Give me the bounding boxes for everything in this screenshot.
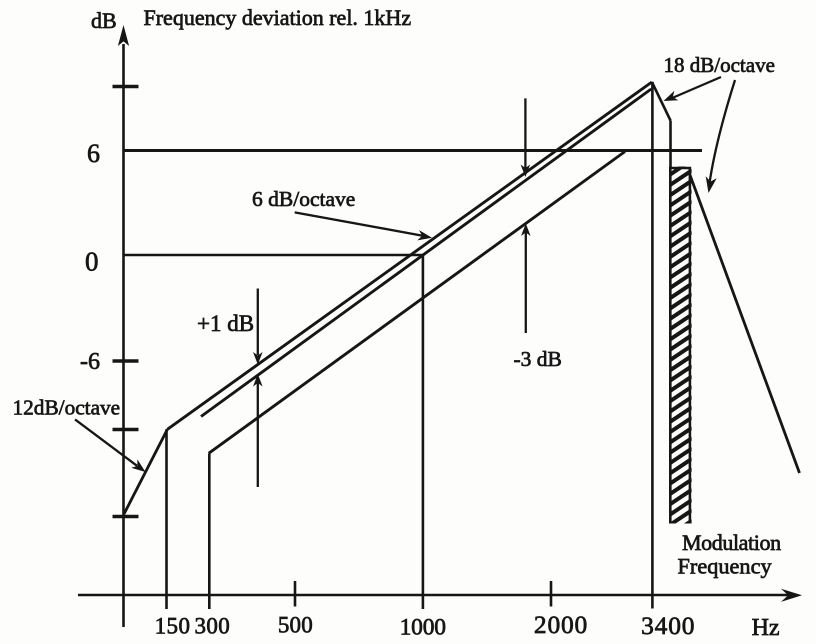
svg-text:Hz: Hz: [752, 615, 780, 641]
svg-text:0: 0: [85, 247, 99, 277]
svg-text:Frequency: Frequency: [678, 554, 773, 579]
svg-text:12dB/octave: 12dB/octave: [13, 396, 121, 420]
svg-text:3400: 3400: [641, 611, 695, 640]
svg-text:18 dB/octave: 18 dB/octave: [664, 53, 775, 77]
svg-text:6: 6: [87, 139, 100, 168]
svg-text:-3 dB: -3 dB: [514, 347, 562, 371]
svg-text:1000: 1000: [400, 615, 446, 641]
svg-text:Frequency deviation rel. 1kHz: Frequency deviation rel. 1kHz: [144, 5, 412, 30]
svg-text:dB: dB: [91, 8, 117, 33]
svg-text:+1 dB: +1 dB: [197, 311, 254, 336]
svg-text:-6: -6: [80, 349, 100, 375]
svg-text:2000: 2000: [534, 610, 588, 639]
svg-text:300: 300: [194, 614, 230, 639]
svg-text:150: 150: [155, 614, 191, 639]
svg-text:6 dB/octave: 6 dB/octave: [252, 187, 355, 211]
svg-text:500: 500: [278, 613, 313, 638]
svg-text:Modulation: Modulation: [682, 530, 781, 555]
